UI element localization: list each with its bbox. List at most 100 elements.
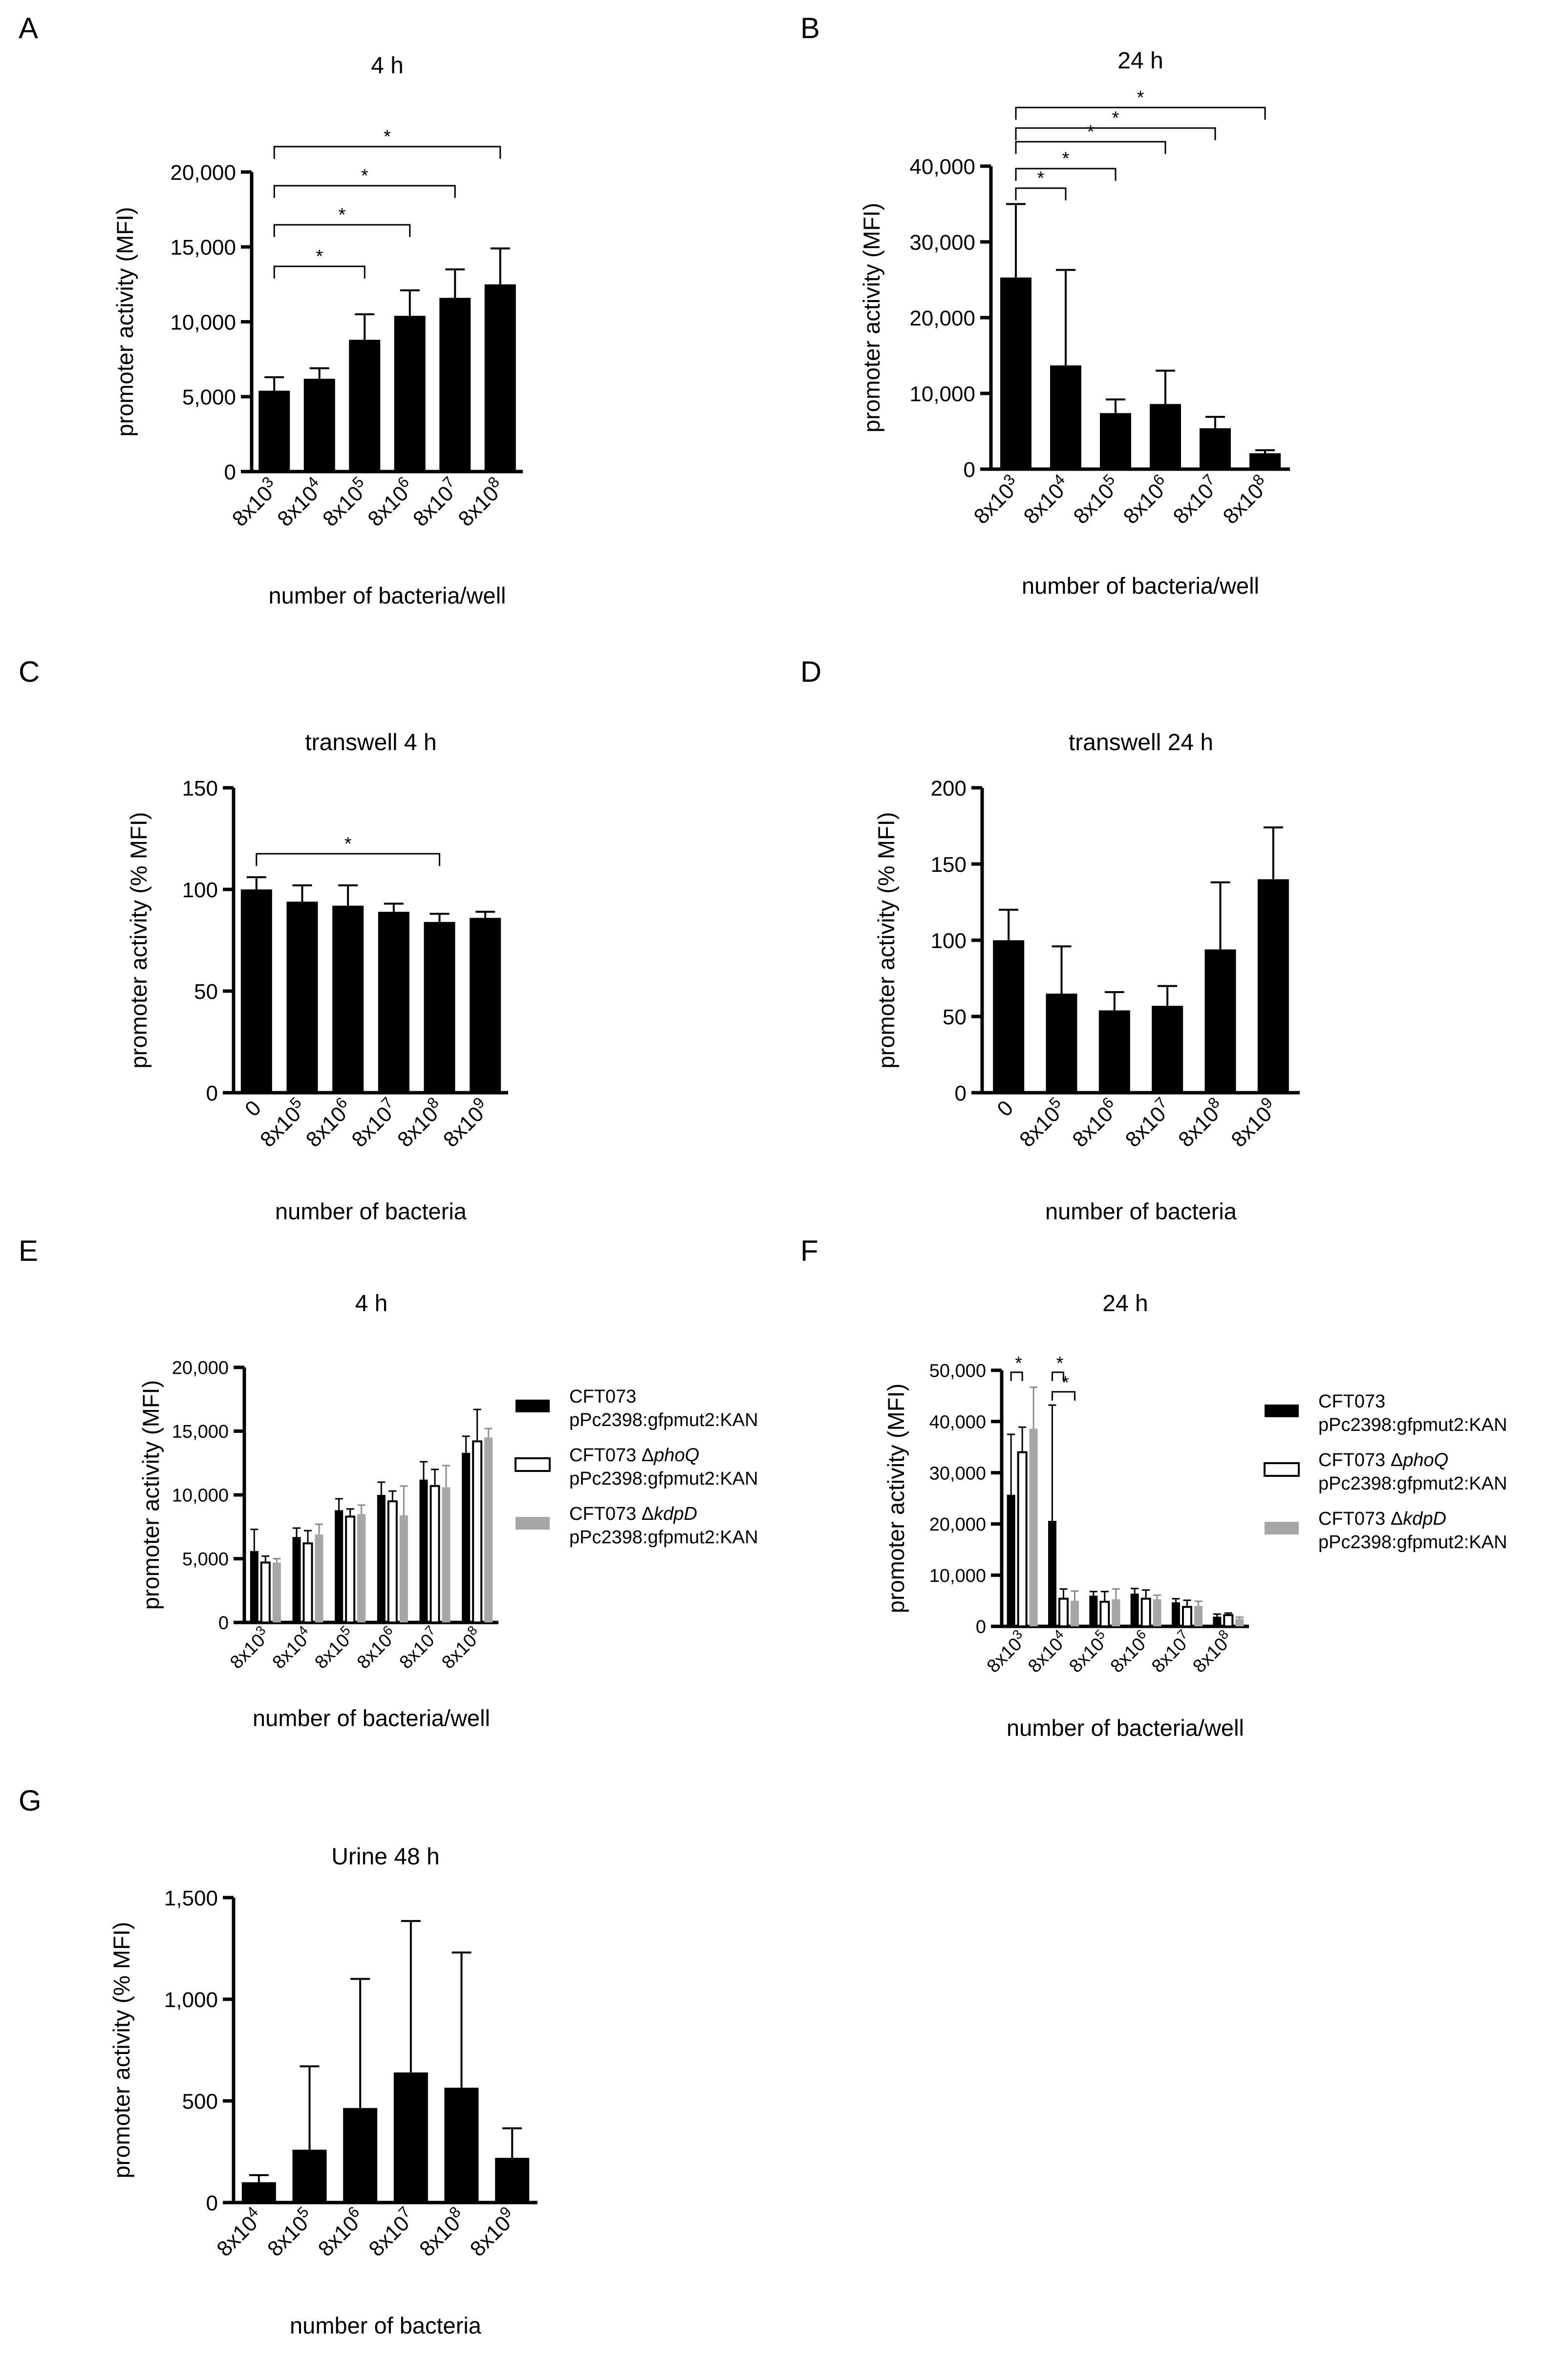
bar-a-s0-c3 bbox=[394, 316, 426, 472]
y-tick-label: 20,000 bbox=[909, 306, 975, 330]
bar-c-s0-c5 bbox=[470, 918, 501, 1093]
y-axis-title: promoter activity (MFI) bbox=[112, 207, 138, 436]
bar-g-s0-c5 bbox=[495, 2158, 530, 2203]
significance-bracket bbox=[1015, 141, 1166, 154]
bar-g-s0-c3 bbox=[393, 2072, 428, 2203]
legend-label-strain: CFT073 Δ bbox=[1318, 1450, 1403, 1470]
y-axis-title: promoter activity (MFI) bbox=[883, 1383, 909, 1613]
legend-swatch bbox=[1264, 1462, 1300, 1477]
x-axis-title: number of bacteria/well bbox=[269, 583, 506, 608]
bar-f-s2-c4 bbox=[1194, 1606, 1203, 1626]
y-axis-title: promoter activity (MFI) bbox=[138, 1380, 164, 1610]
significance-star: * bbox=[316, 246, 323, 267]
y-tick-label: 20,000 bbox=[172, 1358, 229, 1379]
y-tick-label: 0 bbox=[218, 1613, 229, 1634]
bar-e-s1-c5 bbox=[472, 1440, 483, 1623]
legend-label-line1: CFT073 bbox=[569, 1386, 636, 1407]
legend-label-line1: CFT073 ΔkdpD bbox=[569, 1504, 697, 1524]
significance-star: * bbox=[1137, 87, 1144, 108]
chart-title: 4 h bbox=[371, 53, 404, 79]
bar-e-s0-c1 bbox=[292, 1537, 301, 1622]
bar-e-s0-c2 bbox=[335, 1510, 344, 1622]
y-tick-label: 10,000 bbox=[909, 382, 975, 406]
y-tick-label: 50,000 bbox=[929, 1361, 986, 1382]
legend-label-gene: kdpD bbox=[654, 1504, 697, 1524]
bar-e-s0-c0 bbox=[250, 1551, 258, 1622]
y-tick-label: 100 bbox=[182, 878, 218, 902]
chart-legend: CFT073 pPc2398:gfpmut2:KAN CFT073 ΔphoQ pPc… bbox=[515, 1386, 758, 1548]
bar-f-s0-c5 bbox=[1213, 1617, 1222, 1626]
bar-b-s0-c2 bbox=[1100, 413, 1131, 469]
chart-title: 24 h bbox=[1117, 48, 1163, 74]
significance-star: * bbox=[1087, 122, 1095, 142]
y-axis-title: promoter activity (% MFI) bbox=[873, 812, 899, 1069]
y-tick-label: 1,000 bbox=[164, 1988, 218, 2012]
bar-g-s0-c1 bbox=[292, 2149, 327, 2203]
significance-star: * bbox=[361, 166, 368, 186]
y-tick-label: 40,000 bbox=[909, 155, 975, 179]
bar-e-s1-c1 bbox=[302, 1542, 313, 1623]
panel-letter: C bbox=[19, 655, 40, 688]
bar-e-s0-c4 bbox=[419, 1479, 428, 1622]
bar-c-s0-c0 bbox=[240, 889, 272, 1093]
bar-f-s2-c1 bbox=[1071, 1600, 1079, 1626]
significance-star: * bbox=[1056, 1353, 1064, 1374]
significance-star: * bbox=[1062, 1373, 1069, 1393]
bar-f-s0-c2 bbox=[1089, 1596, 1098, 1626]
y-axis-title: promoter activity (% MFI) bbox=[108, 1922, 134, 2179]
legend-label-line2: pPc2398:gfpmut2:KAN bbox=[1318, 1415, 1507, 1435]
significance-bracket bbox=[1015, 168, 1117, 181]
legend-label-line1: CFT073 ΔphoQ bbox=[1318, 1450, 1448, 1470]
chart-title: 24 h bbox=[1102, 1291, 1148, 1317]
bar-f-s0-c0 bbox=[1007, 1494, 1015, 1626]
bar-e-s2-c0 bbox=[272, 1562, 281, 1622]
bar-d-s0-c2 bbox=[1098, 1010, 1130, 1093]
y-tick-label: 0 bbox=[955, 1081, 967, 1105]
panel-letter: G bbox=[19, 1784, 42, 1817]
chart-title: transwell 24 h bbox=[1069, 730, 1213, 756]
y-tick-label: 50 bbox=[943, 1005, 967, 1029]
bar-f-s1-c0 bbox=[1017, 1451, 1028, 1627]
significance-star: * bbox=[1062, 149, 1070, 169]
significance-bracket bbox=[273, 146, 501, 159]
legend-swatch bbox=[515, 1457, 551, 1472]
legend-label-strain: CFT073 bbox=[1318, 1391, 1385, 1412]
bar-c-s0-c4 bbox=[424, 922, 455, 1093]
bar-f-s2-c2 bbox=[1112, 1599, 1120, 1626]
bar-d-s0-c5 bbox=[1257, 879, 1289, 1093]
y-tick-label: 30,000 bbox=[909, 231, 975, 255]
chart-title: transwell 4 h bbox=[305, 730, 436, 756]
bar-d-s0-c0 bbox=[993, 940, 1025, 1093]
panel-letter: A bbox=[19, 12, 38, 44]
legend-swatch bbox=[516, 1517, 550, 1530]
chart-title: 4 h bbox=[355, 1291, 388, 1317]
legend-label-strain: CFT073 Δ bbox=[569, 1504, 654, 1524]
chart-title: Urine 48 h bbox=[331, 1844, 439, 1870]
significance-bracket bbox=[1015, 107, 1266, 120]
significance-star: * bbox=[1037, 168, 1045, 189]
chart-panel-f: F 24 h 0 10,000 20,000 30,000 40,000 50,000 prom… bbox=[800, 1234, 1507, 1741]
y-tick-label: 5,000 bbox=[182, 386, 236, 410]
bar-d-s0-c1 bbox=[1046, 994, 1077, 1093]
legend-label-line2: pPc2398:gfpmut2:KAN bbox=[569, 1410, 758, 1430]
legend-label-line2: pPc2398:gfpmut2:KAN bbox=[569, 1469, 758, 1489]
panel-letter: F bbox=[800, 1234, 818, 1267]
bar-e-s2-c2 bbox=[357, 1514, 366, 1622]
bar-e-s2-c4 bbox=[442, 1487, 451, 1622]
legend-label-line1: CFT073 bbox=[1318, 1391, 1385, 1412]
y-tick-label: 100 bbox=[931, 929, 967, 953]
significance-bracket bbox=[273, 265, 365, 279]
legend-label-line1: CFT073 ΔphoQ bbox=[569, 1445, 699, 1466]
y-tick-label: 10,000 bbox=[172, 1486, 229, 1506]
legend-label-strain: CFT073 Δ bbox=[569, 1445, 654, 1466]
bar-f-s1-c3 bbox=[1140, 1598, 1151, 1627]
significance-bracket bbox=[1052, 1371, 1064, 1381]
y-tick-label: 1,500 bbox=[164, 1886, 218, 1910]
bar-c-s0-c3 bbox=[378, 911, 409, 1093]
bar-a-s0-c0 bbox=[258, 390, 290, 472]
bar-e-s0-c5 bbox=[462, 1452, 471, 1622]
panel-letter: B bbox=[800, 12, 820, 44]
legend-label-line2: pPc2398:gfpmut2:KAN bbox=[1318, 1473, 1507, 1494]
legend-label-gene: kdpD bbox=[1403, 1509, 1446, 1529]
legend-label-strain: CFT073 bbox=[569, 1386, 636, 1407]
